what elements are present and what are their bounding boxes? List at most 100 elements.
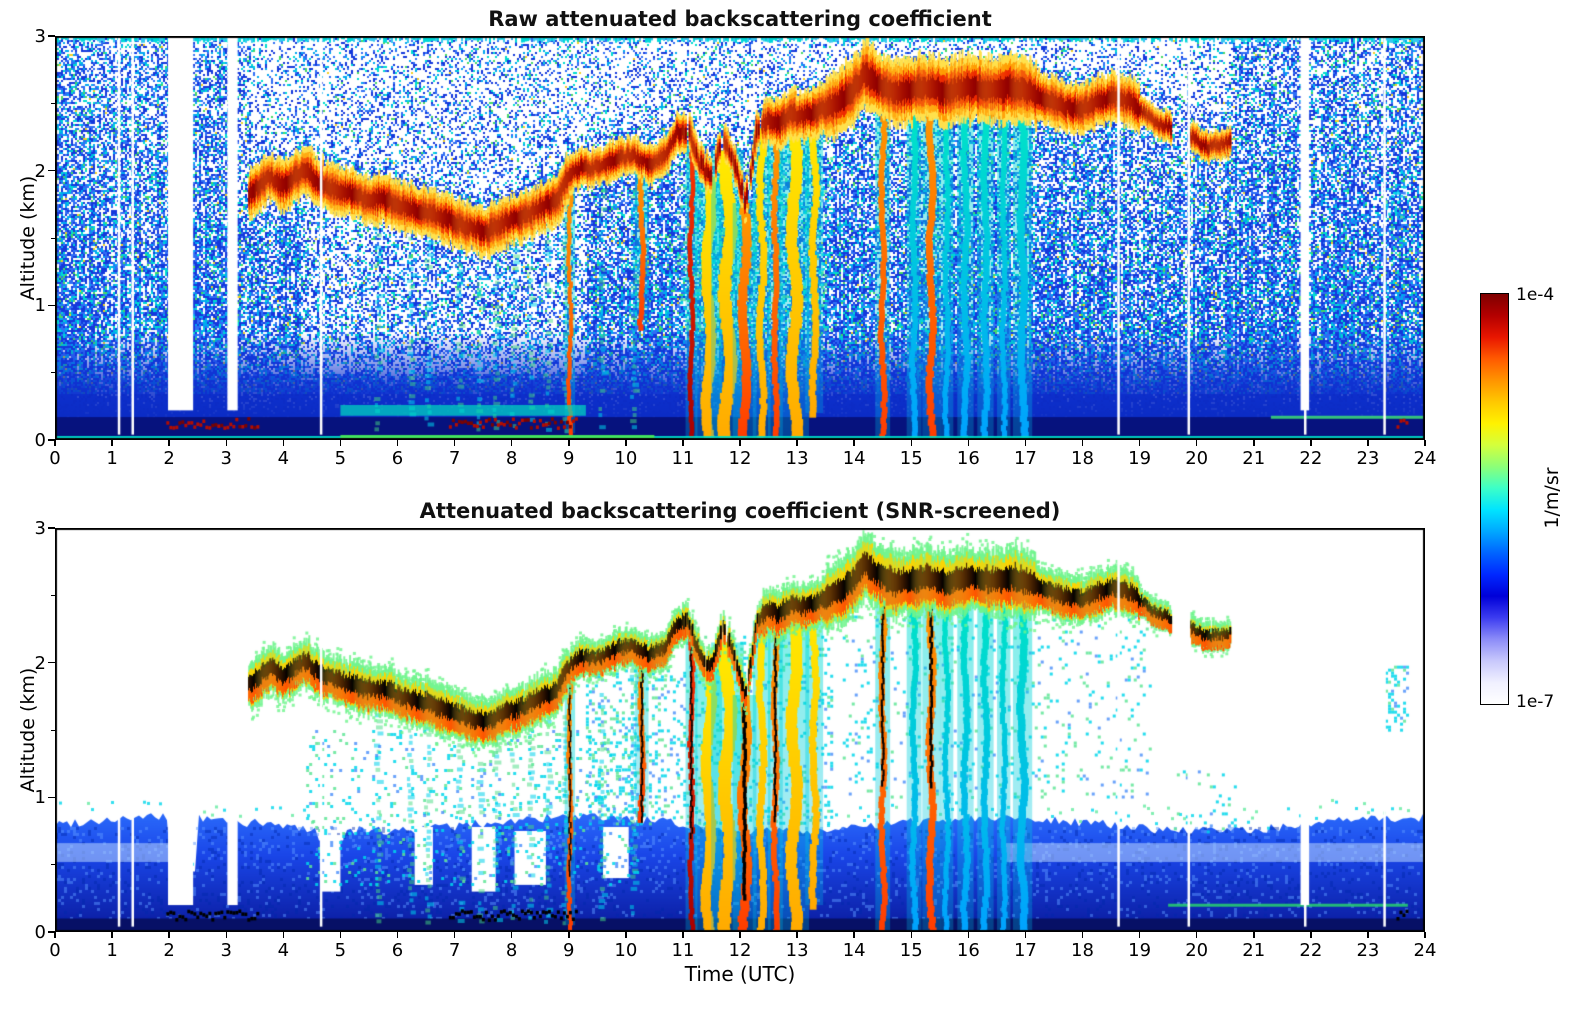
x-tick-label: 23 bbox=[1356, 940, 1380, 961]
x-tick bbox=[568, 440, 570, 446]
x-tick bbox=[910, 440, 912, 446]
x-tick bbox=[510, 440, 513, 446]
x-tick-label: 24 bbox=[1413, 940, 1437, 961]
x-tick-label: 0 bbox=[49, 940, 61, 961]
x-tick-label: 2 bbox=[163, 448, 175, 469]
x-tick-label: 1 bbox=[106, 940, 118, 961]
x-tick bbox=[111, 932, 113, 938]
x-tick-label: 1 bbox=[106, 448, 118, 469]
x-tick bbox=[967, 932, 970, 938]
x-tick-label: 19 bbox=[1128, 940, 1152, 961]
x-tick bbox=[225, 440, 227, 446]
x-tick bbox=[796, 440, 798, 446]
x-tick bbox=[168, 932, 170, 938]
x-tick bbox=[625, 932, 627, 938]
x-tick bbox=[1253, 932, 1255, 938]
x-tick-label: 18 bbox=[1071, 940, 1094, 961]
x-tick-label: 2 bbox=[163, 940, 175, 961]
y-minor-tick bbox=[51, 102, 55, 104]
y-minor-tick bbox=[51, 729, 55, 731]
x-tick-label: 17 bbox=[1013, 940, 1037, 961]
x-tick bbox=[1024, 440, 1027, 446]
x-tick bbox=[1138, 440, 1141, 446]
x-tick-label: 22 bbox=[1299, 448, 1323, 469]
x-tick-label: 7 bbox=[448, 448, 461, 469]
y-tick-label: 0 bbox=[34, 922, 46, 943]
panel1-title: Raw attenuated backscattering coefficien… bbox=[488, 7, 992, 31]
x-tick-label: 3 bbox=[220, 940, 232, 961]
panel2-title: Attenuated backscattering coefficient (S… bbox=[419, 499, 1061, 523]
x-tick-label: 20 bbox=[1185, 448, 1209, 469]
y-tick bbox=[48, 527, 55, 529]
colorbar-max-label: 1e-4 bbox=[1516, 285, 1555, 305]
x-tick-label: 0 bbox=[49, 448, 61, 469]
x-tick-label: 23 bbox=[1356, 448, 1380, 469]
x-tick-label: 19 bbox=[1128, 448, 1152, 469]
x-tick-label: 21 bbox=[1242, 448, 1266, 469]
colorbar-units-label: 1/m/sr bbox=[1541, 467, 1563, 529]
x-tick bbox=[1367, 440, 1369, 446]
y-minor-tick bbox=[51, 372, 55, 374]
x-tick bbox=[54, 932, 56, 938]
x-tick-label: 6 bbox=[391, 940, 404, 961]
x-tick bbox=[1195, 440, 1198, 446]
x-tick-label: 4 bbox=[277, 940, 290, 961]
colorbar-min-label: 1e-7 bbox=[1516, 692, 1555, 712]
panel1-heatmap bbox=[55, 36, 1425, 440]
x-tick-label: 16 bbox=[956, 448, 980, 469]
x-tick bbox=[282, 440, 285, 446]
x-tick bbox=[1081, 440, 1084, 446]
x-tick bbox=[396, 932, 399, 938]
x-tick bbox=[796, 932, 798, 938]
x-tick bbox=[1424, 932, 1426, 938]
y-tick-label: 1 bbox=[34, 295, 46, 317]
panel2-heatmap bbox=[55, 528, 1425, 932]
y-minor-tick bbox=[51, 594, 55, 596]
x-tick bbox=[168, 440, 170, 446]
x-tick bbox=[1424, 440, 1426, 446]
x-tick-label: 11 bbox=[671, 448, 695, 469]
x-tick-label: 10 bbox=[614, 940, 638, 961]
x-tick bbox=[453, 932, 456, 938]
x-tick bbox=[853, 440, 855, 446]
x-tick bbox=[739, 932, 741, 938]
y-minor-tick bbox=[51, 237, 55, 239]
y-tick-label: 2 bbox=[34, 160, 46, 182]
x-tick bbox=[967, 440, 970, 446]
y-minor-tick bbox=[51, 864, 55, 866]
x-tick bbox=[1081, 932, 1084, 938]
x-tick bbox=[682, 932, 684, 938]
x-tick-label: 15 bbox=[899, 940, 923, 961]
x-tick-label: 9 bbox=[563, 940, 575, 961]
x-tick-label: 21 bbox=[1242, 940, 1266, 961]
y-tick bbox=[48, 796, 55, 799]
x-tick bbox=[396, 440, 399, 446]
y-tick bbox=[48, 931, 55, 933]
y-tick bbox=[48, 35, 55, 37]
x-tick-label: 17 bbox=[1013, 448, 1037, 469]
x-tick-label: 7 bbox=[448, 940, 461, 961]
y-tick-label: 2 bbox=[34, 652, 46, 674]
colorbar bbox=[1480, 293, 1509, 705]
x-tick bbox=[1367, 932, 1369, 938]
x-tick bbox=[625, 440, 627, 446]
x-tick bbox=[1310, 440, 1312, 446]
x-tick-label: 22 bbox=[1299, 940, 1323, 961]
x-tick-label: 5 bbox=[334, 940, 347, 961]
y-tick-label: 3 bbox=[34, 26, 46, 47]
x-tick-label: 6 bbox=[391, 448, 404, 469]
x-tick-label: 12 bbox=[728, 940, 752, 961]
x-tick bbox=[1310, 932, 1312, 938]
x-tick bbox=[111, 440, 113, 446]
x-tick bbox=[568, 932, 570, 938]
x-tick-label: 14 bbox=[842, 448, 866, 469]
x-tick-label: 11 bbox=[671, 940, 695, 961]
x-tick-label: 14 bbox=[842, 940, 866, 961]
x-tick-label: 24 bbox=[1413, 448, 1437, 469]
x-tick-label: 4 bbox=[277, 448, 290, 469]
x-tick bbox=[1195, 932, 1198, 938]
x-tick-label: 9 bbox=[563, 448, 575, 469]
x-tick bbox=[682, 440, 684, 446]
x-tick-label: 13 bbox=[785, 940, 809, 961]
